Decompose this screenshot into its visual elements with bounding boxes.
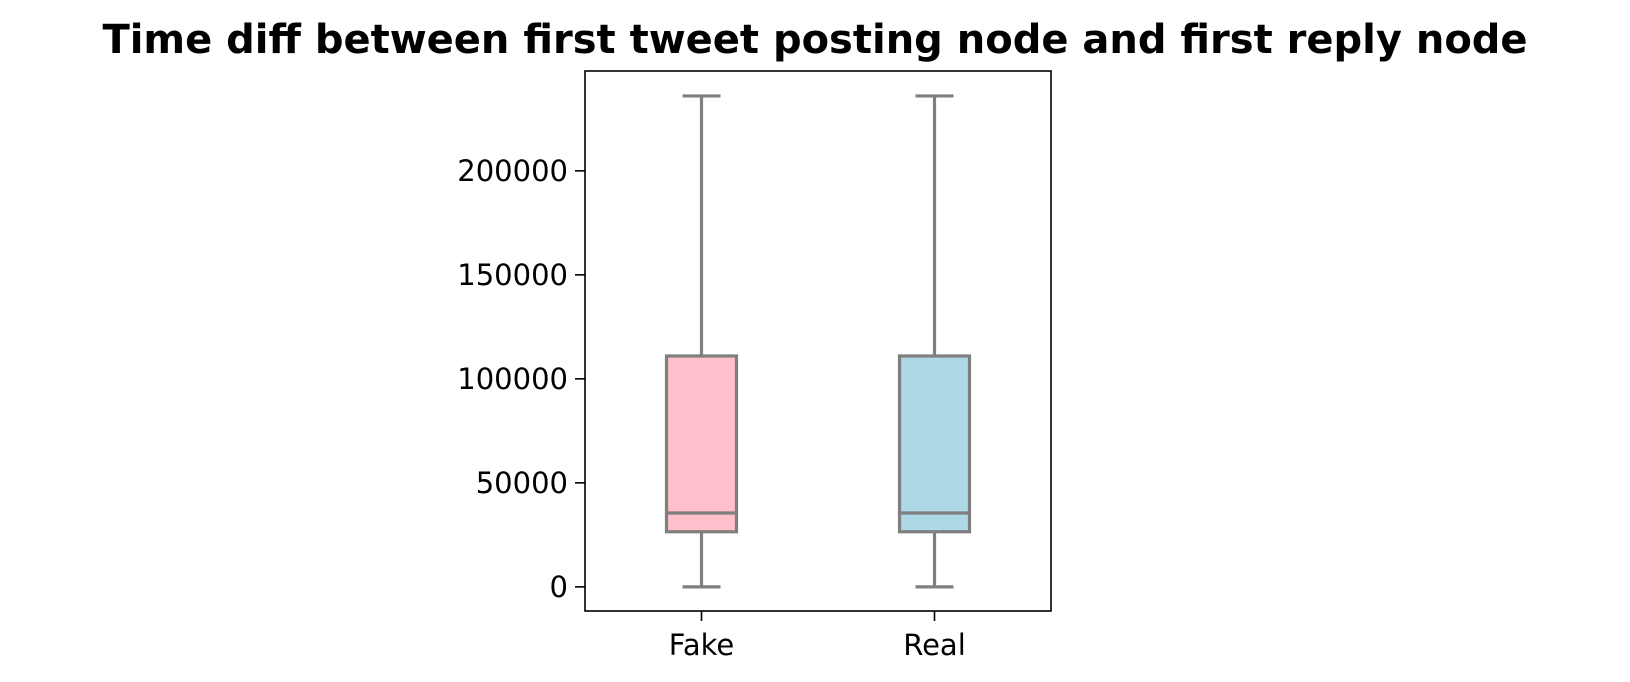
y-axis: 0 50000 100000 150000 200000 <box>457 154 585 604</box>
chart-title: Time diff between first tweet posting no… <box>102 17 1527 63</box>
y-tick-label: 0 <box>550 570 568 604</box>
x-axis: Fake Real <box>669 611 966 662</box>
iqr-box <box>664 354 739 534</box>
box-fake <box>664 94 739 589</box>
box-real <box>897 94 972 589</box>
plot-frame <box>584 70 1052 612</box>
y-tick-label: 150000 <box>457 258 568 292</box>
y-tick-label: 100000 <box>457 362 568 396</box>
iqr-box <box>897 354 972 534</box>
x-tick-label: Fake <box>669 628 734 662</box>
y-tick-label: 50000 <box>476 466 568 500</box>
x-tick-label: Real <box>903 628 966 662</box>
y-tick-label: 200000 <box>457 154 568 188</box>
boxes <box>664 94 972 589</box>
